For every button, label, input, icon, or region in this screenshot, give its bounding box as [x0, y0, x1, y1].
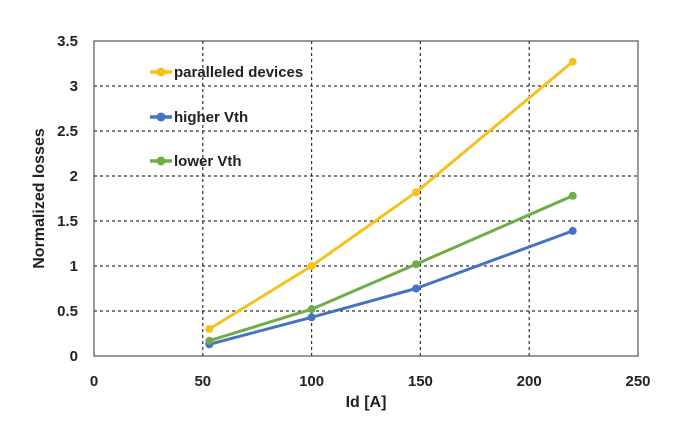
tick-labels: 0 0.5 1 1.5 2 2.5 3 3.5 0 50 100 150 200 250 — [57, 33, 650, 390]
y-axis-title: Normalized losses — [31, 128, 48, 269]
data-point — [568, 57, 577, 66]
y-tick-label: 0.5 — [57, 303, 78, 320]
data-point — [412, 188, 421, 197]
legend-label: paralleled devices — [174, 64, 303, 81]
legend-swatch-marker — [156, 156, 166, 166]
y-tick-label: 2 — [70, 168, 78, 185]
legend: paralleled devices higher Vth lower Vth — [150, 64, 303, 170]
y-tick-label: 2.5 — [57, 123, 78, 140]
legend-swatch-marker — [156, 112, 166, 122]
series-lower-vth — [205, 191, 577, 345]
x-axis-title: Id [A] — [346, 394, 387, 411]
series-higher-vth — [205, 226, 577, 349]
series-lines — [205, 57, 577, 349]
series-line — [207, 60, 575, 331]
y-tick-label: 3 — [70, 78, 78, 95]
x-tick-label: 50 — [194, 373, 211, 390]
y-tick-label: 3.5 — [57, 33, 78, 50]
data-point — [412, 284, 421, 293]
legend-item: paralleled devices — [150, 64, 303, 81]
legend-label: higher Vth — [174, 109, 248, 126]
x-tick-label: 100 — [299, 373, 324, 390]
plot-frame — [93, 40, 639, 357]
x-tick-label: 250 — [625, 373, 650, 390]
legend-item: lower Vth — [150, 153, 242, 170]
y-tick-label: 0 — [70, 348, 78, 365]
grid — [94, 41, 638, 356]
data-point — [412, 260, 421, 269]
series-paralleled-devices — [205, 57, 577, 333]
data-point — [568, 226, 577, 235]
series-line — [207, 229, 575, 346]
data-point — [205, 336, 214, 345]
data-point — [205, 325, 214, 333]
x-tick-label: 150 — [408, 373, 433, 390]
y-tick-label: 1 — [70, 258, 78, 275]
y-tick-label: 1.5 — [57, 213, 78, 230]
x-tick-label: 200 — [517, 373, 542, 390]
legend-label: lower Vth — [174, 153, 242, 170]
data-point — [307, 262, 316, 270]
x-tick-label: 0 — [90, 373, 98, 390]
data-point — [568, 191, 577, 200]
data-point — [307, 305, 316, 314]
legend-item: higher Vth — [150, 109, 248, 126]
legend-swatch-marker — [156, 67, 166, 77]
data-point — [307, 313, 316, 322]
series-line — [207, 194, 575, 343]
